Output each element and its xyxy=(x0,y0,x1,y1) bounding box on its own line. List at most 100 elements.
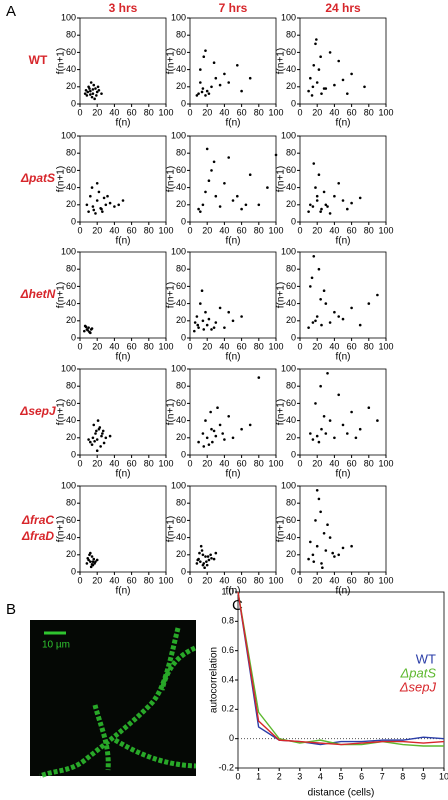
y-tick-label: 80 xyxy=(66,30,76,40)
scatter-point xyxy=(311,553,315,557)
scatter-point xyxy=(91,560,95,563)
scatter-point xyxy=(376,293,379,297)
y-axis-label: f(n+1) xyxy=(56,166,67,192)
x-tick-label: 20 xyxy=(312,107,322,117)
plot-frame xyxy=(299,135,387,223)
x-tick-label: 3 xyxy=(297,771,302,781)
y-tick-label: 60 xyxy=(176,398,186,408)
x-tick-label: 80 xyxy=(364,341,374,351)
y-tick-label: 20 xyxy=(176,199,186,209)
scatter-point xyxy=(337,182,341,185)
y-tick-label: 20 xyxy=(66,199,76,209)
y-tick-label: 100 xyxy=(281,246,296,256)
scatter-point xyxy=(195,562,199,565)
y-tick-label: 0 xyxy=(181,332,186,342)
x-tick-label: 80 xyxy=(364,225,374,235)
column-title: 3 hrs xyxy=(109,1,138,15)
x-tick-label: 8 xyxy=(400,771,405,781)
scatter-point xyxy=(201,319,205,323)
y-tick-label: 80 xyxy=(286,498,296,508)
scatter-point xyxy=(92,83,96,87)
y-tick-label: 40 xyxy=(286,298,296,308)
scatter-point xyxy=(195,94,199,97)
y-tick-label: 0 xyxy=(181,98,186,108)
x-tick-label: 20 xyxy=(312,341,322,351)
y-tick-label: 0 xyxy=(229,733,234,743)
y-tick-label: 80 xyxy=(176,498,186,508)
scatter-point xyxy=(104,203,108,207)
scatter-point xyxy=(204,94,207,97)
x-tick-label: 100 xyxy=(378,225,393,235)
x-axis-label: f(n) xyxy=(116,118,131,129)
scatter-point xyxy=(90,95,94,99)
y-tick-label: 0 xyxy=(71,98,76,108)
scatter-point xyxy=(95,558,99,562)
scatter-point xyxy=(319,55,322,58)
scatter-point xyxy=(89,565,93,569)
y-tick-label: 40 xyxy=(66,532,76,542)
scatter-point xyxy=(317,267,321,271)
scatter-point xyxy=(257,203,261,207)
x-tick-label: 0 xyxy=(297,458,302,468)
x-tick-label: 80 xyxy=(144,575,154,585)
scatter-point xyxy=(317,497,321,501)
x-tick-label: 20 xyxy=(202,575,212,585)
scatter-point xyxy=(309,203,312,207)
scatter-point xyxy=(363,85,366,89)
scatter-point xyxy=(367,302,371,305)
y-tick-label: 0 xyxy=(181,566,186,576)
scatter-point xyxy=(324,549,328,552)
scatter-point xyxy=(206,555,210,558)
x-tick-label: 40 xyxy=(219,575,229,585)
scatter-point xyxy=(227,415,230,418)
x-tick-label: 80 xyxy=(254,225,264,235)
scatter-point xyxy=(350,306,353,310)
scatter-point xyxy=(315,194,319,198)
scatter-point xyxy=(92,423,96,427)
x-tick-label: 40 xyxy=(329,225,339,235)
scatter-point xyxy=(210,85,213,89)
y-tick-label: 20 xyxy=(66,432,76,442)
plot-frame xyxy=(189,135,277,223)
x-tick-label: 40 xyxy=(219,458,229,468)
scatter-point xyxy=(322,87,326,90)
x-tick-label: 100 xyxy=(268,225,283,235)
x-tick-label: 2 xyxy=(277,771,282,781)
scatter-point xyxy=(223,326,226,329)
x-tick-label: 60 xyxy=(127,107,137,117)
scatter-point xyxy=(214,321,218,324)
plot-frame xyxy=(299,485,387,573)
y-tick-label: 100 xyxy=(281,12,296,22)
scatter-point xyxy=(196,558,200,562)
scatter-point xyxy=(350,544,353,548)
y-tick-label: 20 xyxy=(286,432,296,442)
scatter-point xyxy=(317,68,321,71)
x-tick-label: 40 xyxy=(219,341,229,351)
scale-bar-label: 10 µm xyxy=(42,640,70,651)
scatter-point xyxy=(87,210,90,213)
scatter-point xyxy=(341,199,345,202)
y-axis-label: autocorrelation xyxy=(209,647,220,713)
x-tick-label: 100 xyxy=(268,107,283,117)
scatter-point xyxy=(311,205,315,208)
scatter-point xyxy=(240,427,243,431)
scatter-point xyxy=(309,285,312,288)
scatter-point xyxy=(315,544,319,548)
scatter-point xyxy=(358,427,362,431)
y-tick-label: 100 xyxy=(61,130,76,140)
x-axis-label: f(n) xyxy=(336,236,351,247)
scatter-point xyxy=(90,186,94,189)
x-tick-label: 40 xyxy=(109,107,119,117)
scatter-point xyxy=(108,434,112,438)
panel-label: B xyxy=(6,601,16,618)
scatter-point xyxy=(205,436,209,440)
y-tick-label: 80 xyxy=(286,30,296,40)
scatter-point xyxy=(311,321,315,324)
y-tick-label: 0 xyxy=(291,216,296,226)
x-tick-label: 20 xyxy=(92,341,102,351)
x-tick-label: 100 xyxy=(268,458,283,468)
y-axis-label: f(n+1) xyxy=(276,166,287,192)
scatter-point xyxy=(88,87,91,90)
scatter-point xyxy=(89,551,92,555)
